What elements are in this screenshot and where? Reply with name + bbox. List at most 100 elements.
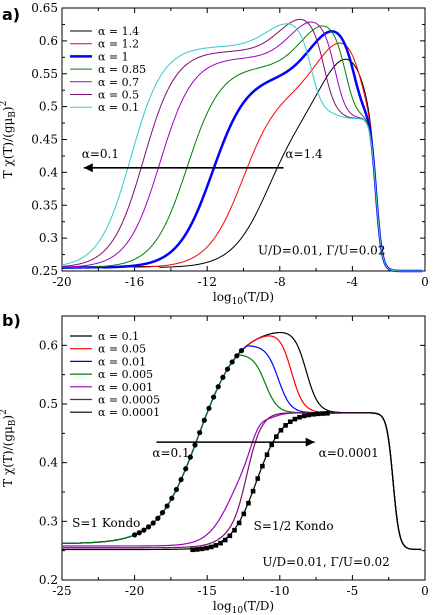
panel-b-kondo-markers [132,348,330,553]
panel-a-ylabel: T χ(T)/(gμB)2 [0,101,18,179]
panel-a-params-annotation: U/D=0.01, Γ/U=0.02 [258,244,385,258]
panel-b-s12-kondo-marker [218,540,223,546]
panel-b-s1-kondo-marker [197,429,203,436]
panel-b-s12-kondo-marker [195,547,200,552]
panel-b-s12-kondo-marker [250,488,256,494]
panel-b-s12-kondo-marker [292,416,298,422]
panel-b-ytick-label: 0.3 [39,514,58,528]
panel-a-legend: α = 1.4α = 1.2α = 1α = 0.85α = 0.7α = 0.… [70,25,146,114]
panel-b-s1-kondo-marker [155,515,161,521]
panel-a-ytick-label: 0.3 [39,231,58,245]
panel-b-s12-kondo-marker [269,442,274,448]
panel-b-s1-kondo-marker [136,530,142,536]
panel-a-legend-label: α = 1.4 [98,25,139,38]
panel-a-series-7 [61,23,423,272]
panel-a-series-3 [61,30,423,273]
panel-b-xtick-label: 0 [421,584,429,598]
panel-b-legend-label: α = 0.0005 [98,394,160,407]
panel-b-s12-kondo-marker [278,427,284,433]
panel-a-legend-label: α = 0.1 [98,101,139,114]
panel-b-s1-kondo-marker [164,503,170,509]
panel-b-s1-kondo-marker [141,527,147,533]
panel-b-s1-kondo-marker [183,466,189,472]
panel-b-s12-kondo-marker [283,423,288,428]
panel-b-s12-kondo-marker [208,544,214,550]
panel-a-ytick-label: 0.5 [39,100,58,114]
panel-a-legend-label: α = 1 [98,50,129,63]
panel-b-ylabel: T χ(T)/(gμB)2 [0,409,18,487]
panel-b-s1-kondo-marker [132,532,138,538]
panel-a-xlabel: log10(T/D) [213,290,274,307]
panel-b-s1-kondo-marker [220,374,226,380]
panel-b-s1-kondo-marker [234,353,240,359]
panel-b-s12-kondo-marker [287,419,293,425]
panel-a-xtick-label: -4 [347,275,359,289]
panel-b-s12-kondo-annotation: S=1/2 Kondo [254,519,334,533]
panel-b-arrow-head [305,437,315,447]
panel-b-s12-kondo-marker [190,547,195,553]
panel-a-arrow-from-label: α=1.4 [285,147,323,161]
panel-a-ytick-label: 0.65 [31,1,58,15]
panel-b-legend-label: α = 0.01 [98,355,146,368]
panel-b-xtick-label: -10 [270,584,289,598]
panel-b-s1-kondo-marker [201,417,207,423]
panel-b-xtick-label: -20 [125,584,144,598]
panel-a-arrow: α=1.4 α=0.1 [82,147,323,173]
panel-b-s12-kondo-marker [232,527,237,533]
panel-a-ticks: -20 -16 -12 -8 -4 0 0.25 0.3 0.35 0.4 0.45 0.5 0.55 0… [31,1,429,289]
panel-a-xtick-label: -8 [274,275,286,289]
panel-a-xtick-label: 0 [421,275,429,289]
panel-a-ytick-label: 0.45 [31,133,58,147]
panel-a-ytick-label: 0.6 [39,34,58,48]
panel-a-series-4 [61,25,423,272]
panel-b-arrow-from-label: α=0.1 [152,446,189,460]
panel-b-s12-kondo-marker [227,533,233,539]
panel-b-s12-kondo-marker [320,411,326,416]
panel-b-s12-kondo-marker [241,511,247,517]
panel-b-s12-kondo-marker [213,543,219,548]
panel-a-legend-label: α = 1.2 [98,38,139,51]
panel-b-s1-kondo-marker [187,454,193,460]
panel-b-s12-kondo-marker [301,413,307,419]
panel-b-s12-kondo-marker [306,412,312,418]
panel-b-s12-kondo-marker [222,537,228,543]
panel-b-legend-label: α = 0.05 [98,343,146,356]
panel-b-ytick-label: 0.4 [39,456,58,470]
panel-b-legend-label: α = 0.0001 [98,406,160,419]
panel-b-s12-kondo-marker [255,476,261,481]
panel-a-arrow-to-label: α=0.1 [82,147,119,161]
panel-a-ytick-label: 0.55 [31,67,58,81]
panel-b-s12-kondo-marker [315,411,321,417]
panel-b-ticks: -25 -20 -15 -10 -5 0 0.2 0.3 0.4 0.5 0.6 [39,316,429,598]
panel-b-xtick-label: -25 [52,584,71,598]
panel-b-legend-label: α = 0.001 [98,381,153,394]
panel-b-params-annotation: U/D=0.01, Γ/U=0.02 [262,555,389,569]
panel-b-s12-kondo-marker [264,452,270,458]
panel-a-curves [61,18,423,273]
panel-a-ytick-label: 0.35 [31,198,58,212]
panel-a-xtick-label: -16 [125,275,144,289]
panel-a-legend-label: α = 0.85 [98,63,146,76]
panel-a-letter: a) [2,5,20,24]
panel-b-legend-label: α = 0.1 [98,330,139,343]
panel-a-xtick-label: -12 [198,275,217,289]
panel-b-legend-label: α = 0.005 [98,368,153,381]
panel-b-s1-kondo-marker [178,477,184,483]
panel-b-arrow-to-label: α=0.0001 [319,446,379,460]
panel-b-s12-kondo-marker [297,414,302,420]
panel-b-arrow: α=0.1 α=0.0001 [152,437,379,460]
panel-b-s1-kondo-marker [173,486,180,493]
panel-b-s1-kondo-marker [169,495,175,501]
panel-a-arrow-head [83,163,93,173]
panel-b-xtick-label: -15 [198,584,217,598]
panel-b: b) -25 -20 -15 -10 -5 0 0.2 0.3 0.4 0.5 0.6 α = 0.… [0,311,429,615]
panel-b-s12-kondo-marker [236,520,242,526]
panel-b-ytick-label: 0.5 [39,397,58,411]
panel-b-s1-kondo-marker [238,348,245,354]
panel-a: a) -20 -16 -12 -8 -4 0 0.25 0.3 0.35 0.4 0.45 0.5 0.… [0,1,429,307]
panel-a-ytick-label: 0.25 [31,264,58,278]
panel-b-s12-kondo-marker [311,412,316,417]
panel-b-s1-kondo-marker [210,394,217,400]
panel-b-s1-kondo-marker [224,366,231,372]
